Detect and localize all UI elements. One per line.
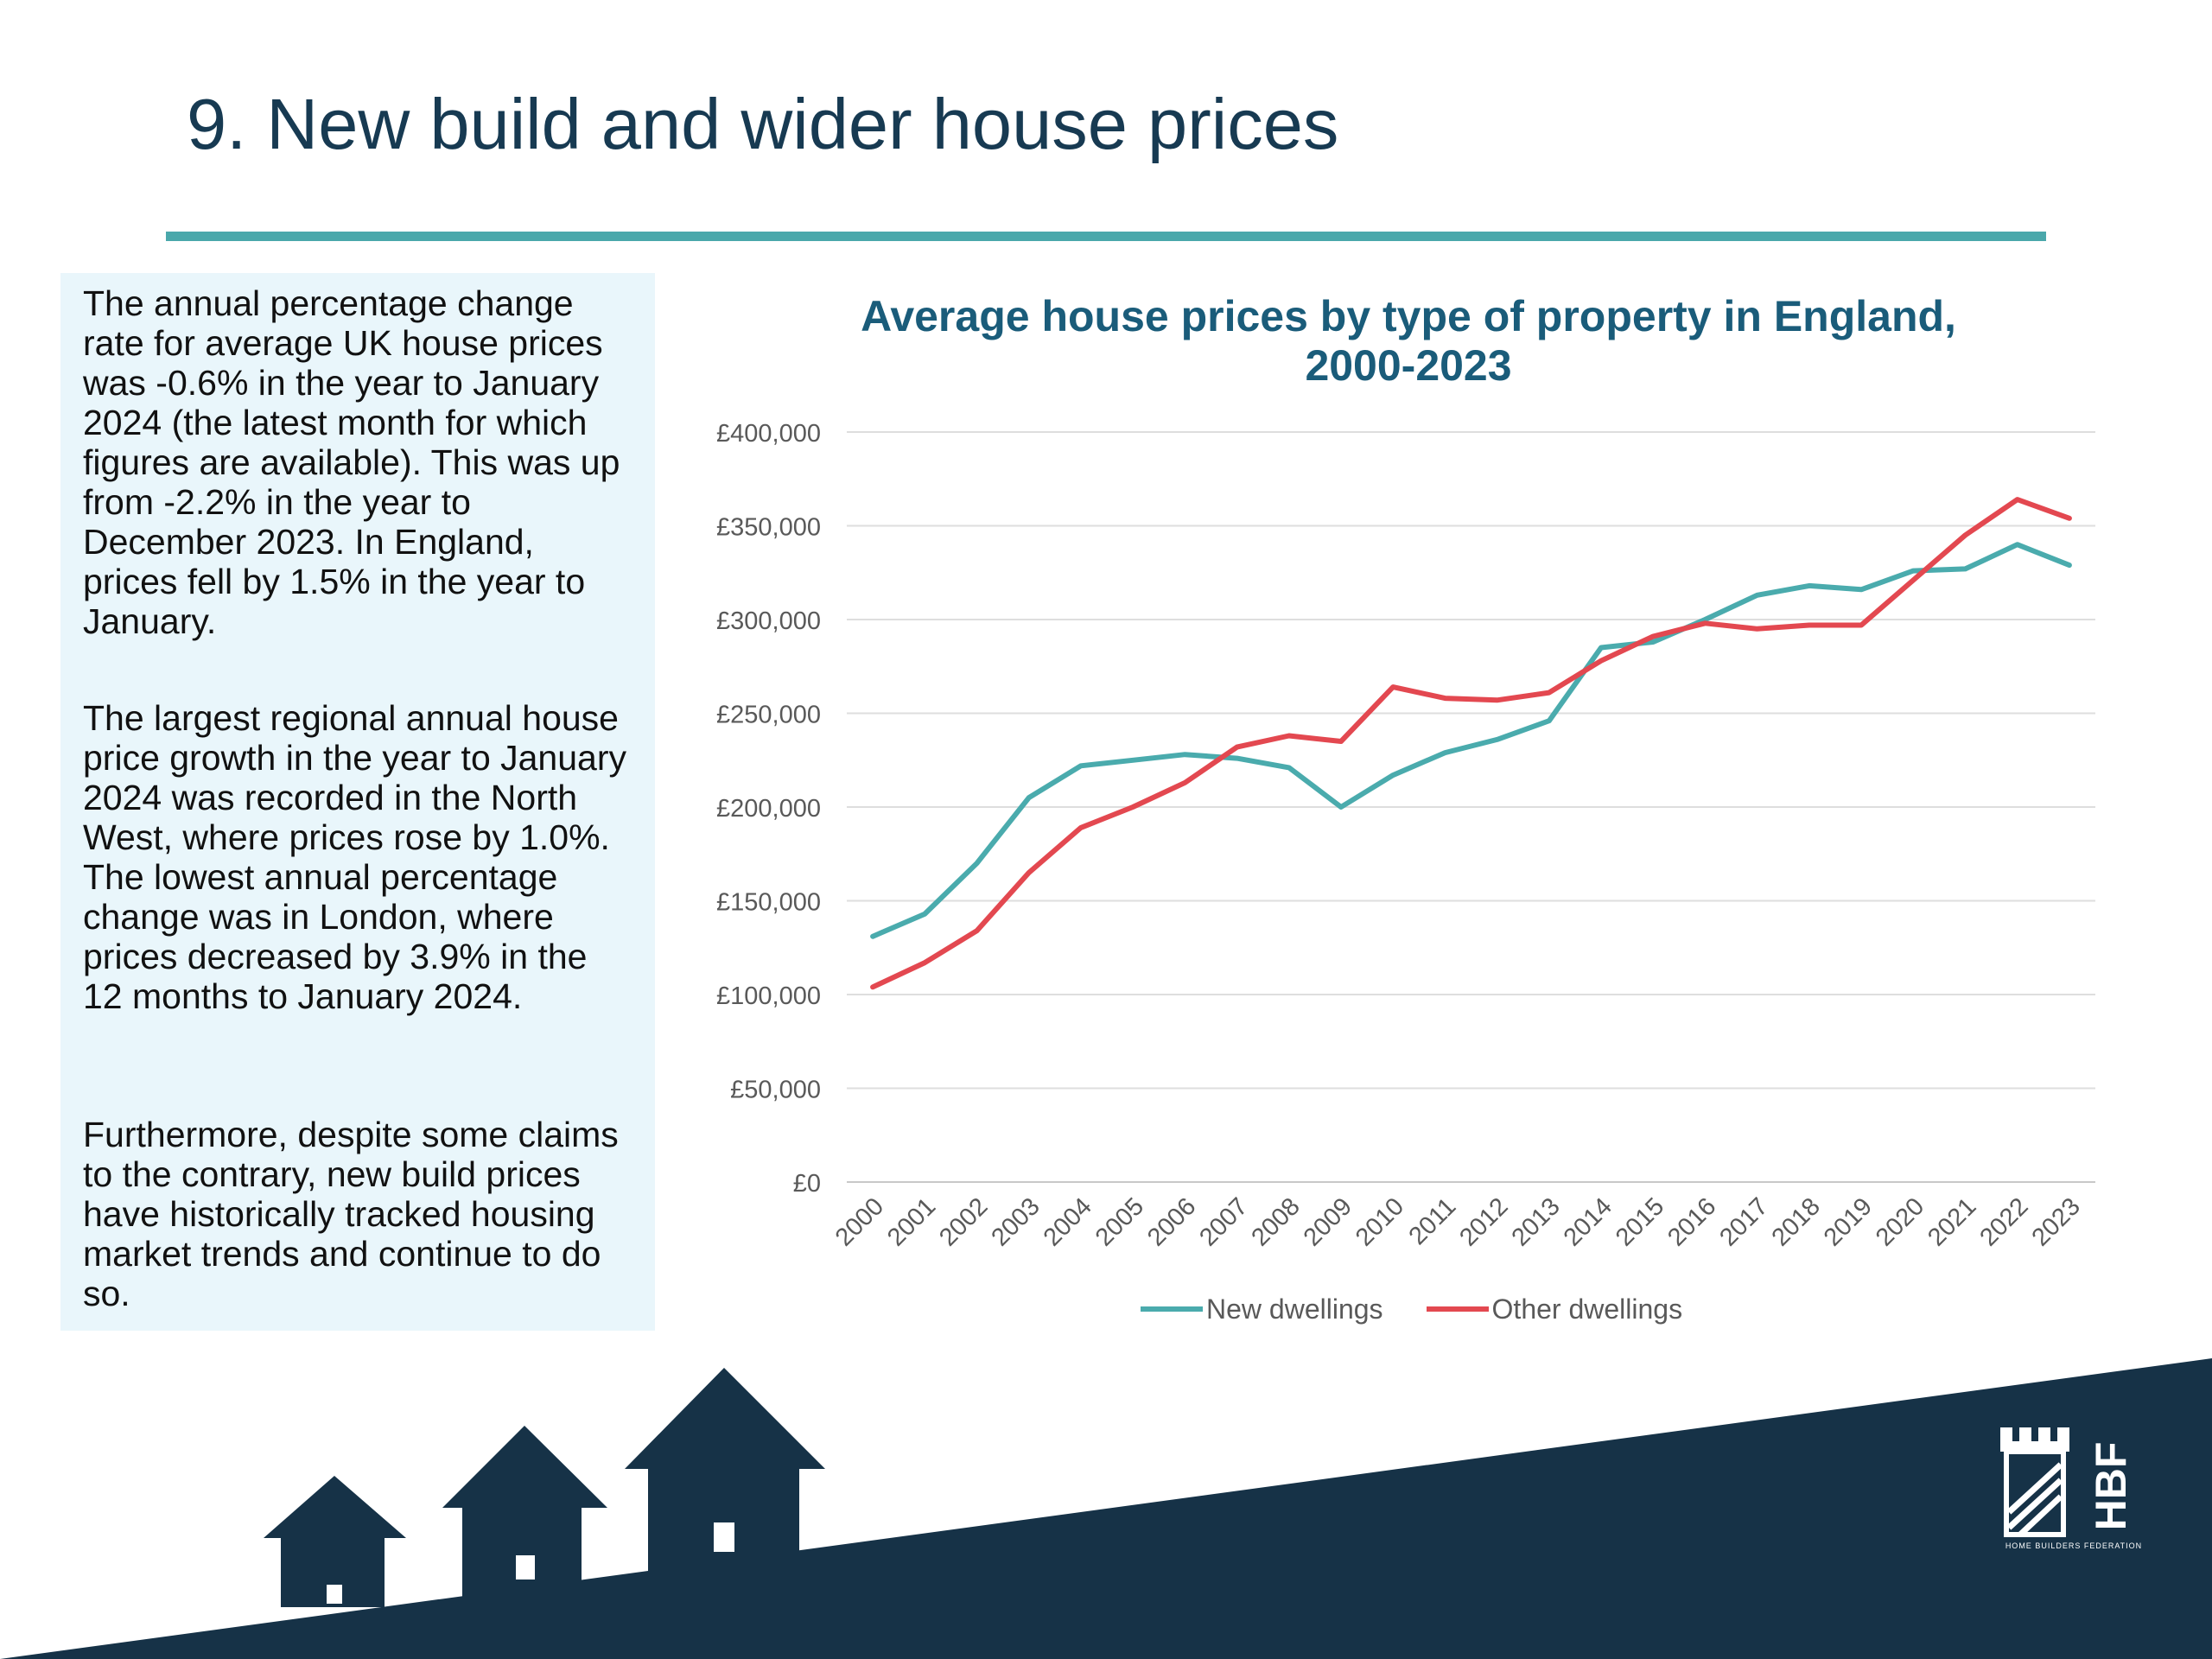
house-large — [625, 1368, 825, 1573]
data-point — [2016, 543, 2019, 546]
data-point — [1808, 584, 1811, 588]
house-medium — [442, 1426, 607, 1599]
data-point — [1183, 753, 1186, 756]
y-tick-label: £250,000 — [716, 702, 821, 729]
y-tick-label: £0 — [793, 1170, 821, 1198]
data-point — [871, 935, 874, 938]
data-point — [1859, 624, 1863, 627]
logo-text: HBF — [2087, 1442, 2135, 1531]
data-point — [1651, 635, 1655, 639]
series-line-other-dwellings — [870, 497, 2072, 990]
data-point — [1963, 533, 1967, 537]
y-tick-label: £400,000 — [716, 420, 821, 448]
data-point — [1756, 594, 1759, 597]
data-point — [1703, 618, 1707, 621]
paragraph-2: The largest regional annual house price … — [83, 698, 626, 1016]
legend-item-other: Other dwellings — [1426, 1293, 1683, 1325]
text-panel — [60, 273, 655, 1331]
paragraph-3: Furthermore, despite some claims to the … — [83, 1115, 619, 1313]
data-point — [1599, 646, 1603, 650]
y-tick-label: £50,000 — [730, 1077, 821, 1104]
y-tick-label: £150,000 — [716, 889, 821, 917]
data-point — [1808, 624, 1811, 627]
data-point — [1548, 691, 1551, 695]
house-windows — [327, 1522, 734, 1604]
data-point — [1756, 627, 1759, 631]
data-point — [1911, 578, 1915, 582]
data-point — [871, 985, 874, 988]
castle-icon — [2000, 1427, 2069, 1537]
chart-title: Average house prices by type of property… — [861, 292, 1956, 390]
legend-label-other: Other dwellings — [1491, 1293, 1683, 1325]
data-point — [1496, 738, 1499, 741]
data-point — [1339, 740, 1343, 743]
legend-label-new: New dwellings — [1206, 1293, 1383, 1325]
legend-swatch-other — [1426, 1306, 1489, 1312]
y-tick-label: £100,000 — [716, 982, 821, 1010]
legend-item-new: New dwellings — [1141, 1294, 1383, 1325]
data-point — [1079, 826, 1083, 830]
data-point — [1027, 796, 1031, 799]
data-point — [923, 961, 926, 964]
houses-illustration — [264, 1368, 825, 1607]
data-point — [1236, 746, 1239, 749]
data-point — [1339, 805, 1343, 809]
data-point — [1859, 588, 1863, 591]
data-point — [1443, 751, 1446, 754]
hbf-logo: HBF — [2000, 1427, 2135, 1537]
data-point — [1079, 764, 1083, 767]
data-point — [976, 929, 979, 932]
house-small — [264, 1476, 406, 1607]
page-title: 9. New build and wider house prices — [187, 84, 1339, 164]
title-divider — [166, 232, 2046, 241]
chart-legend: New dwellings Other dwellings — [1141, 1292, 1726, 1326]
data-point — [1391, 685, 1395, 689]
data-point — [1443, 696, 1446, 700]
data-point — [1287, 766, 1291, 769]
data-point — [2068, 517, 2071, 520]
y-tick-label: £300,000 — [716, 607, 821, 635]
data-point — [1131, 759, 1135, 762]
data-point — [1703, 621, 1707, 625]
data-point — [1287, 734, 1291, 738]
logo-subtext: HOME BUILDERS FEDERATION — [2005, 1541, 2143, 1550]
y-tick-label: £350,000 — [716, 514, 821, 542]
data-point — [1911, 569, 1915, 573]
data-point — [1027, 871, 1031, 874]
paragraph-1: The annual percentage change rate for av… — [83, 283, 620, 641]
data-point — [2068, 563, 2071, 567]
data-point — [1963, 567, 1967, 570]
data-point — [923, 912, 926, 916]
data-point — [976, 861, 979, 865]
data-point — [1183, 781, 1186, 785]
data-point — [1391, 773, 1395, 777]
data-point — [1236, 757, 1239, 760]
y-tick-label: £200,000 — [716, 795, 821, 823]
legend-swatch-new — [1141, 1306, 1203, 1312]
data-point — [1548, 719, 1551, 722]
data-point — [2016, 498, 2019, 501]
data-point — [1131, 805, 1135, 809]
series-line-new-dwellings — [870, 542, 2072, 939]
data-point — [1496, 698, 1499, 702]
data-point — [1599, 659, 1603, 663]
data-point — [1651, 640, 1655, 644]
